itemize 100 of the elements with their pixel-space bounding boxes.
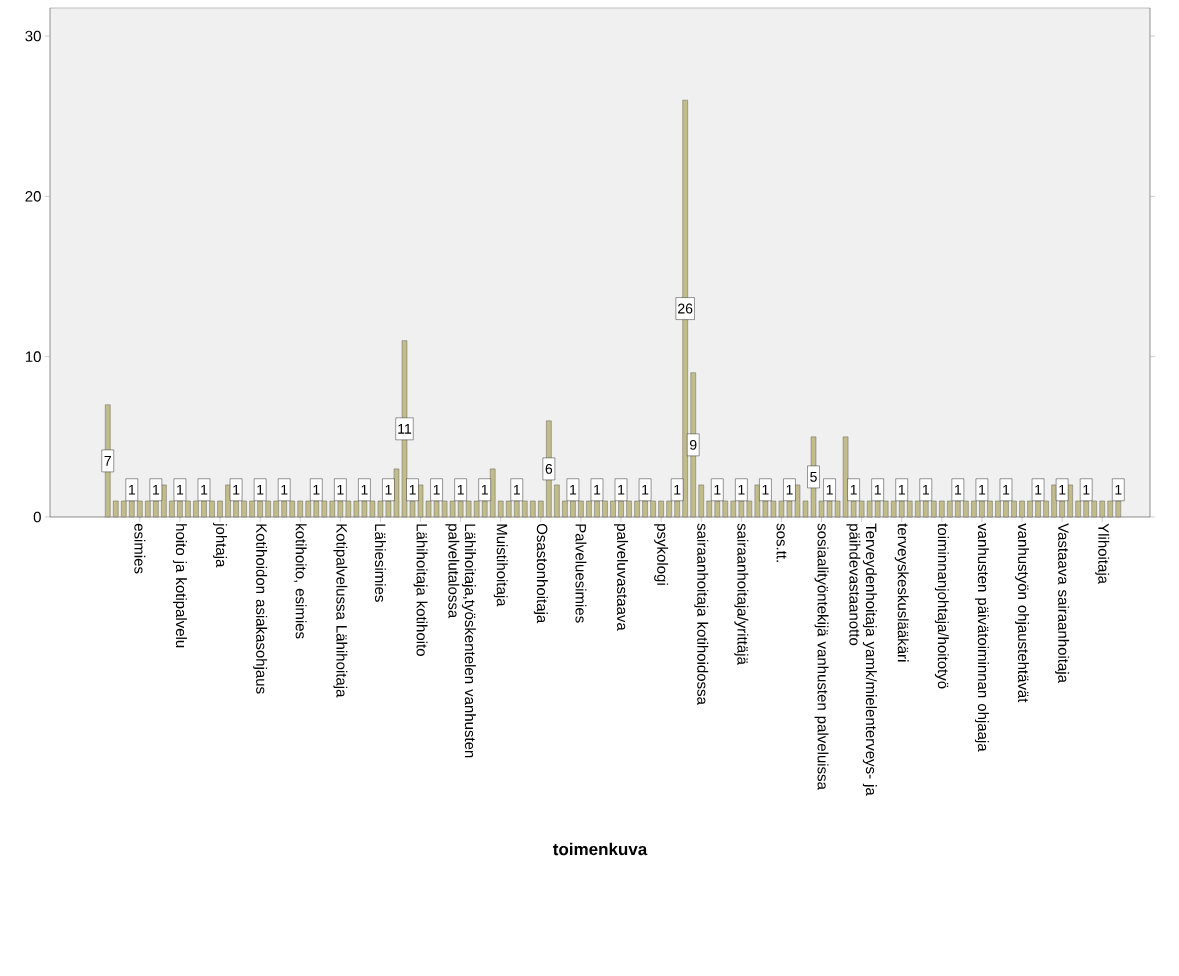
bar	[522, 500, 528, 518]
data-label: 5	[810, 472, 817, 482]
bar	[947, 500, 953, 518]
bar	[465, 500, 472, 518]
data-label: 7	[104, 456, 111, 466]
data-label: 1	[201, 484, 208, 495]
bar	[971, 500, 977, 518]
bar	[185, 500, 191, 518]
data-label: 1	[874, 484, 881, 495]
data-label: 1	[153, 484, 160, 495]
x-tick-label: vanhusten päivätoiminnan ohjaaja	[974, 523, 989, 752]
bar	[658, 500, 664, 518]
bar	[578, 500, 584, 518]
data-label: 1	[128, 484, 136, 495]
bar	[538, 500, 544, 518]
bar	[626, 500, 632, 518]
data-label: 1	[922, 484, 929, 495]
bar	[666, 500, 672, 518]
y-tick-label: 0	[33, 511, 41, 523]
y-tick-label: 10	[25, 351, 41, 362]
bar	[305, 500, 311, 518]
bar	[1099, 500, 1105, 518]
data-label: 1	[850, 484, 857, 495]
x-tick-label: esimies	[134, 523, 146, 574]
x-tick-label: hoito ja kotipalvelu	[172, 524, 187, 648]
y-tick-label: 20	[25, 191, 41, 202]
x-tick-label: psykologi	[654, 524, 669, 585]
bar	[891, 500, 897, 518]
x-tick-label: toiminnanjohtaja/hoitotyö	[934, 523, 949, 689]
data-label: 1	[337, 484, 344, 495]
bar	[907, 500, 913, 518]
bar	[329, 500, 335, 518]
bar	[963, 500, 969, 518]
bar	[554, 484, 560, 518]
bar	[610, 500, 616, 518]
data-label: 1	[738, 484, 745, 495]
x-tick-label: Lähihoitaja kotihoito	[413, 524, 428, 656]
bar	[866, 500, 873, 518]
data-label: 1	[233, 484, 240, 495]
x-tick-label: Kotihoidon asiakasohjaus	[253, 524, 268, 694]
bar	[473, 500, 480, 518]
bar	[698, 484, 704, 518]
bar	[241, 500, 247, 518]
data-label: 1	[513, 484, 520, 495]
data-label: 1	[979, 484, 986, 495]
data-label: 1	[361, 484, 368, 495]
bar	[1075, 500, 1081, 518]
x-tick-label: Lähihoitaja,työskentelen vanhusten palvelutalossa	[445, 524, 476, 758]
bar	[650, 500, 656, 518]
data-label: 9	[689, 439, 697, 450]
x-tick-label: Muistihoitaja	[493, 524, 508, 607]
bar	[939, 500, 945, 518]
data-label: 6	[545, 463, 553, 474]
bar	[1011, 500, 1017, 518]
bar	[1043, 500, 1049, 518]
data-label: 1	[281, 484, 288, 495]
data-label: 26	[678, 303, 693, 314]
bar	[209, 500, 215, 518]
data-label: 1	[955, 484, 962, 495]
data-label: 1	[313, 484, 320, 495]
bar	[273, 500, 279, 518]
bar	[490, 468, 496, 518]
bar	[145, 500, 151, 518]
bar	[345, 500, 352, 518]
data-label: 1	[433, 484, 440, 495]
y-tick-label: 30	[25, 30, 41, 42]
data-label: 1	[177, 484, 184, 495]
data-label: 11	[398, 424, 412, 434]
bar	[730, 500, 736, 518]
data-label: 1	[594, 484, 601, 495]
bar	[169, 500, 175, 518]
bar	[987, 500, 993, 518]
data-label: 1	[409, 484, 416, 495]
data-label: 1	[1059, 484, 1066, 495]
bar	[883, 500, 889, 518]
bar	[995, 500, 1001, 518]
bar	[1107, 500, 1113, 518]
data-label: 1	[674, 484, 681, 495]
data-label: 1	[642, 484, 649, 495]
data-label: 1	[714, 484, 721, 495]
x-tick-label: terveyskeskuslääkäri	[894, 523, 909, 662]
data-label: 1	[385, 484, 392, 495]
bar	[634, 500, 640, 518]
bar	[217, 500, 223, 518]
data-label: 1	[1083, 484, 1090, 495]
data-label: 1	[570, 484, 577, 495]
bar	[265, 500, 271, 518]
bar	[530, 500, 536, 518]
data-label: 1	[786, 484, 793, 495]
bar	[498, 500, 504, 518]
x-tick-label: Palveluesimies	[575, 524, 587, 623]
x-tick-label: johtaja	[213, 522, 228, 568]
data-label: 1	[1003, 484, 1010, 495]
x-axis-title: toimenkuva	[552, 842, 648, 856]
bar	[321, 500, 327, 518]
x-tick-label: vanhustyön ohjaustehtävät	[1015, 523, 1030, 703]
data-label: 1	[1035, 484, 1042, 495]
data-label: 1	[618, 484, 625, 495]
x-tick-label: sos.tt.	[776, 523, 787, 562]
x-tick-label: kotihoito, esimies	[293, 524, 307, 639]
